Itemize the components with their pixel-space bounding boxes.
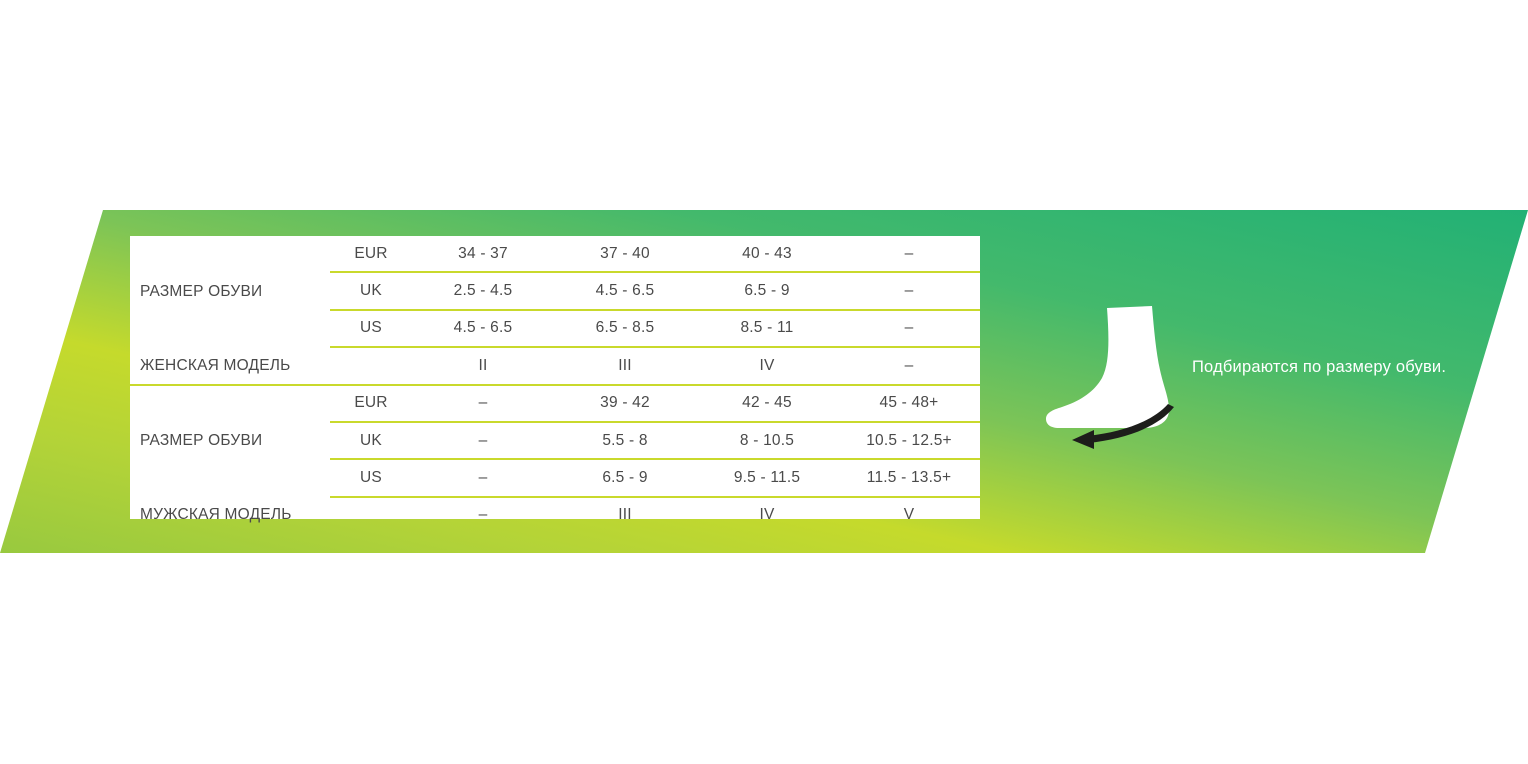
table-row: US – 6.5 - 9 9.5 - 11.5 11.5 - 13.5+ <box>130 459 980 498</box>
women-us-col4: – <box>838 309 980 349</box>
women-model-col2: III <box>554 347 696 386</box>
curved-arrow-left-icon <box>1072 404 1174 449</box>
men-uk-col2: 5.5 - 8 <box>554 421 696 461</box>
men-eur-col3: 42 - 45 <box>696 384 838 423</box>
women-eur-col3: 40 - 43 <box>696 236 838 274</box>
men-standard-uk: UK <box>330 421 412 461</box>
men-us-col3: 9.5 - 11.5 <box>696 459 838 498</box>
women-eur-col1: 34 - 37 <box>412 236 554 274</box>
men-eur-col4: 45 - 48+ <box>838 384 980 423</box>
size-table-card: РАЗМЕР ОБУВИ EUR 34 - 37 37 - 40 40 - 43… <box>130 236 980 523</box>
women-standard-eur: EUR <box>330 236 412 274</box>
women-standard-us: US <box>330 309 412 349</box>
women-standard-uk: UK <box>330 272 412 311</box>
women-us-col3: 8.5 - 11 <box>696 309 838 349</box>
women-us-col1: 4.5 - 6.5 <box>412 309 554 349</box>
sock-foot-icon <box>1032 300 1202 460</box>
women-us-col2: 6.5 - 8.5 <box>554 309 696 349</box>
size-table: РАЗМЕР ОБУВИ EUR 34 - 37 37 - 40 40 - 43… <box>130 236 980 533</box>
table-row-men-model: МУЖСКАЯ МОДЕЛЬ – III IV V <box>130 497 980 533</box>
women-model-col1: II <box>412 347 554 386</box>
men-uk-col1: – <box>412 421 554 461</box>
women-size-label: РАЗМЕР ОБУВИ <box>140 282 263 300</box>
women-eur-col4: – <box>838 236 980 274</box>
men-model-label: МУЖСКАЯ МОДЕЛЬ <box>140 506 292 524</box>
women-uk-col1: 2.5 - 4.5 <box>412 272 554 311</box>
men-uk-col3: 8 - 10.5 <box>696 421 838 461</box>
women-uk-col3: 6.5 - 9 <box>696 272 838 311</box>
men-eur-col2: 39 - 42 <box>554 384 696 423</box>
table-row: UK – 5.5 - 8 8 - 10.5 10.5 - 12.5+ <box>130 421 980 461</box>
women-uk-col2: 4.5 - 6.5 <box>554 272 696 311</box>
men-model-col1: – <box>478 506 488 524</box>
men-standard-us: US <box>330 459 412 498</box>
women-model-label: ЖЕНСКАЯ МОДЕЛЬ <box>130 347 412 386</box>
men-uk-col4: 10.5 - 12.5+ <box>838 421 980 461</box>
women-model-col3: IV <box>696 347 838 386</box>
table-row: US 4.5 - 6.5 6.5 - 8.5 8.5 - 11 – <box>130 309 980 349</box>
men-us-col1: – <box>412 459 554 498</box>
men-eur-col1: – <box>412 384 554 423</box>
men-model-col2: III <box>618 506 632 524</box>
men-standard-eur: EUR <box>330 384 412 423</box>
table-row: UK 2.5 - 4.5 4.5 - 6.5 6.5 - 9 – <box>130 272 980 311</box>
men-model-col3: IV <box>759 506 775 524</box>
illustration-caption: Подбираются по размеру обуви. <box>1192 358 1447 376</box>
table-row: РАЗМЕР ОБУВИ EUR 34 - 37 37 - 40 40 - 43… <box>130 236 980 300</box>
table-row: РАЗМЕР ОБУВИ EUR – 39 - 42 42 - 45 45 - … <box>130 384 980 449</box>
women-model-col4: – <box>838 347 980 386</box>
women-uk-col4: – <box>838 272 980 311</box>
women-eur-col2: 37 - 40 <box>554 236 696 274</box>
men-us-col4: 11.5 - 13.5+ <box>838 459 980 498</box>
men-model-col4: V <box>903 506 915 524</box>
men-us-col2: 6.5 - 9 <box>554 459 696 498</box>
men-size-label: РАЗМЕР ОБУВИ <box>140 432 263 450</box>
table-row-women-model: ЖЕНСКАЯ МОДЕЛЬ II III IV – <box>130 347 980 386</box>
